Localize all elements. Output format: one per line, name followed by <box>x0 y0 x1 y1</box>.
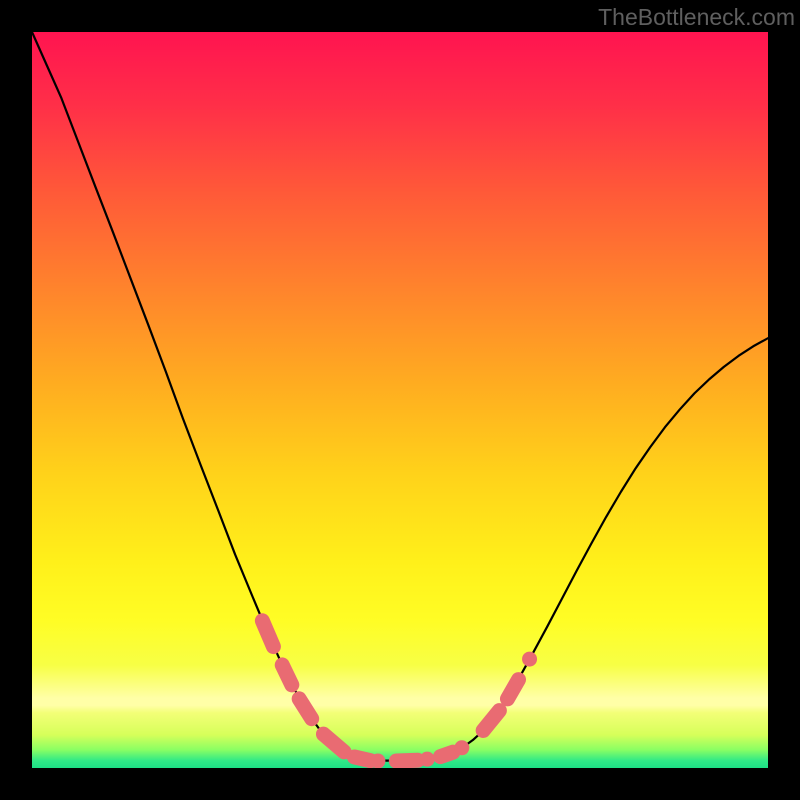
curve-marker <box>323 734 344 752</box>
curve-marker <box>262 621 273 647</box>
curve-marker <box>354 757 370 761</box>
curve-marker <box>483 711 499 731</box>
curve-marker <box>396 760 417 761</box>
curve-marker <box>282 665 292 685</box>
curve-marker <box>440 752 453 756</box>
curve-marker <box>299 699 312 719</box>
curve-marker <box>454 740 469 755</box>
curve-marker <box>507 680 518 699</box>
marker-group <box>262 621 537 768</box>
curve-marker <box>370 754 385 768</box>
plot-area <box>32 32 768 768</box>
watermark-text: TheBottleneck.com <box>598 4 795 31</box>
curve-marker <box>522 652 537 667</box>
bottleneck-curve <box>32 32 768 761</box>
curve-marker <box>420 752 435 767</box>
chart-overlay <box>32 32 768 768</box>
